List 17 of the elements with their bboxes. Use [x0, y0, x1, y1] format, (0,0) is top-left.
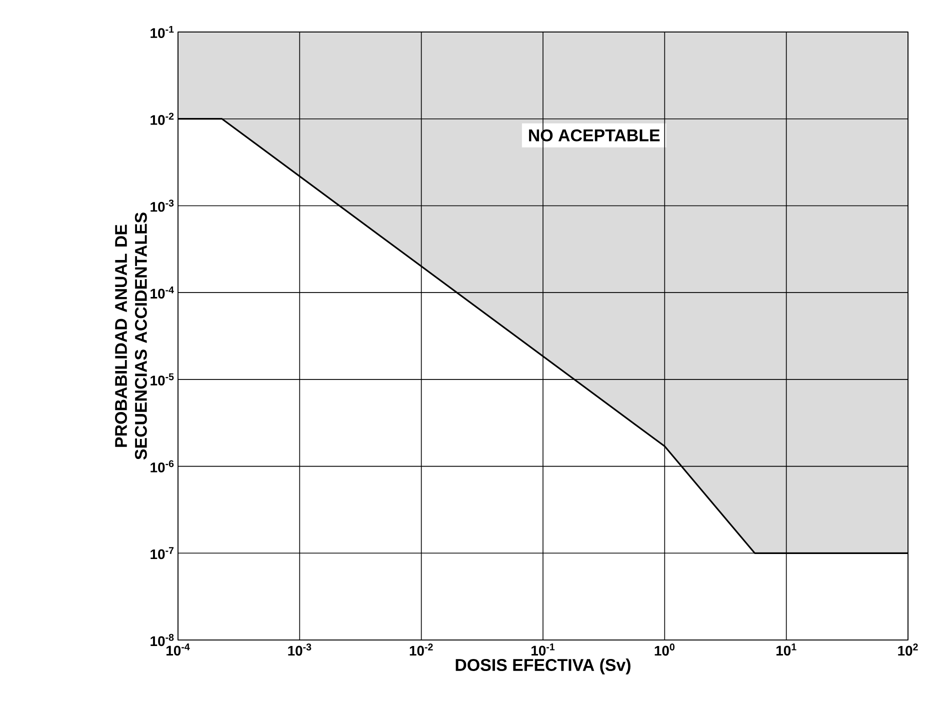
x-tick-label: 10$^{-1}$	[532, 644, 555, 656]
x-tick-label: 10$^{-4}$	[166, 644, 190, 656]
y-axis-title: PROBABILIDAD ANUAL DE SECUENCIAS ACCIDENTALES	[115, 212, 147, 460]
x-tick-label: 10$^{-3}$	[288, 644, 312, 656]
y-tick-label: 10$^{-1}$	[150, 26, 174, 38]
y-tick-label: 10$^{-2}$	[150, 112, 174, 125]
y-tick-label: 10$^{-3}$	[150, 200, 174, 212]
y-tick-label: 10$^{-4}$	[150, 286, 174, 299]
x-axis-title: DOSIS EFECTIVA (Sv)	[456, 658, 630, 674]
y-tick-label: 10$^{-7}$	[150, 547, 174, 560]
x-tick-label: 10$^{2}$	[898, 644, 918, 656]
y-tick-label: 10$^{-5}$	[150, 373, 174, 386]
x-tick-label: 10$^{0}$	[654, 644, 674, 656]
x-tick-label: 10$^{1}$	[776, 644, 796, 656]
y-tick-label: 10$^{-8}$	[150, 634, 174, 646]
x-tick-label: 10$^{-2}$	[410, 644, 433, 656]
y-tick-label: 10$^{-6}$	[150, 460, 174, 472]
